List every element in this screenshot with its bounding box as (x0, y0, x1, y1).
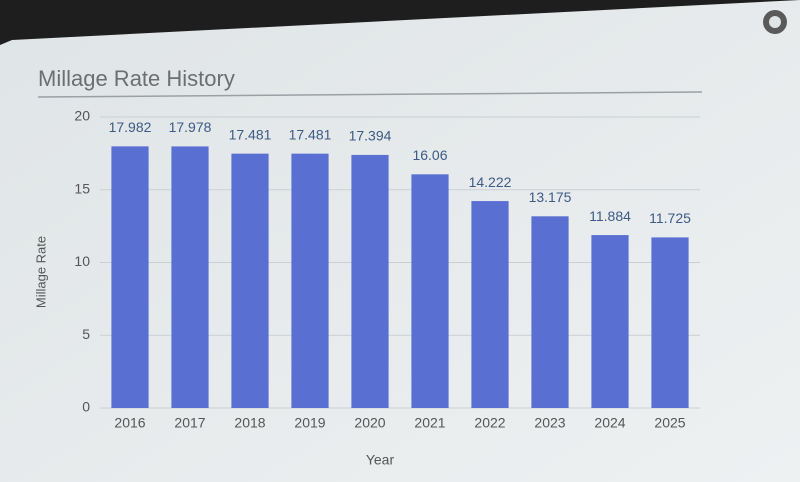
x-tick-label: 2019 (294, 415, 325, 431)
x-tick-label: 2017 (174, 415, 205, 431)
y-tick-label: 0 (82, 399, 90, 415)
data-label: 11.884 (589, 208, 631, 224)
x-tick-label: 2022 (474, 415, 505, 431)
bar (651, 237, 689, 408)
data-label: 17.978 (169, 119, 212, 135)
x-tick-label: 2025 (654, 415, 685, 431)
data-label: 17.481 (289, 126, 332, 142)
bar (471, 201, 509, 408)
x-tick-label: 2024 (594, 415, 625, 431)
y-tick-label: 5 (82, 326, 90, 342)
y-tick-label: 10 (74, 253, 90, 269)
bar (291, 153, 329, 408)
bar (351, 154, 389, 408)
chart-title: Millage Rate History (38, 66, 235, 91)
x-tick-label: 2021 (414, 415, 445, 431)
bar (411, 174, 449, 408)
bar (171, 146, 209, 408)
y-axis-label: Millage Rate (33, 236, 48, 308)
data-label: 17.982 (109, 119, 152, 135)
x-tick-label: 2023 (534, 415, 565, 431)
bar (231, 153, 269, 408)
data-label: 17.394 (349, 128, 392, 144)
bar (591, 235, 629, 408)
bar (531, 216, 569, 408)
x-axis-label: Year (366, 452, 395, 468)
data-label: 14.222 (469, 174, 512, 190)
data-label: 17.481 (229, 126, 272, 142)
logo (763, 10, 787, 34)
x-tick-label: 2018 (234, 415, 265, 431)
x-tick-label: 2016 (114, 415, 145, 431)
title-rule (37, 91, 703, 98)
y-tick-label: 20 (74, 108, 90, 124)
bar (111, 146, 149, 409)
data-label: 16.06 (412, 147, 447, 163)
data-label: 11.725 (649, 210, 691, 226)
x-tick-label: 2020 (354, 415, 385, 431)
y-tick-label: 15 (74, 180, 90, 196)
data-label: 13.175 (529, 189, 572, 205)
